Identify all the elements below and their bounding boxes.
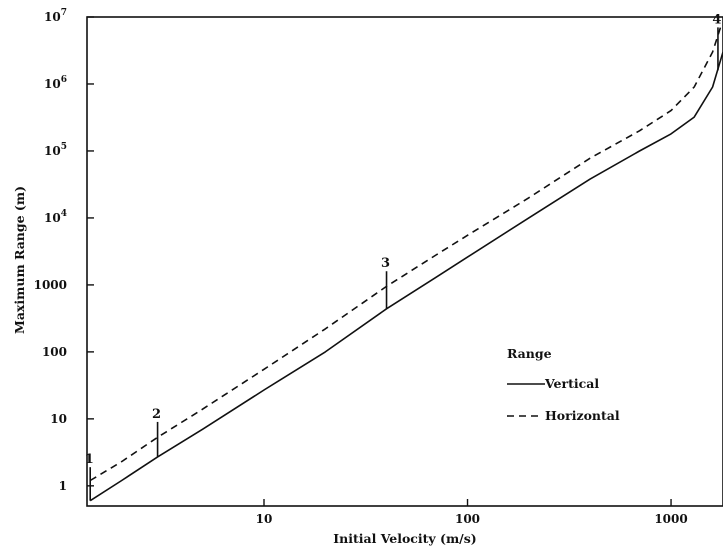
marker-layer: 1 2 3 4: [85, 12, 721, 501]
x-tick-label: 10: [256, 512, 273, 526]
y-tick-label: 1000: [34, 278, 67, 292]
y-tick-label: 10: [50, 412, 67, 426]
y-axis-title: Maximum Range (m): [12, 186, 27, 334]
x-axis-title: Initial Velocity (m/s): [333, 531, 476, 546]
legend-title: Range: [507, 346, 552, 361]
marker-2-label: 2: [152, 407, 161, 422]
series-layer: [89, 27, 723, 502]
series-line-vertical: [89, 51, 723, 502]
series-line-horizontal: [89, 27, 722, 482]
y-tick-label: 105: [44, 142, 67, 158]
legend: Range Vertical Horizontal: [507, 346, 620, 423]
plot-frame: [86, 16, 723, 507]
y-tick-label: 106: [44, 75, 67, 91]
y-tick-label: 107: [44, 8, 67, 24]
x-tick-label: 100: [455, 512, 480, 526]
y-tick-label: 104: [44, 209, 67, 225]
x-axis-ticks: 10 100 1000: [256, 499, 688, 526]
x-tick-label: 1000: [654, 512, 687, 526]
marker-1-label: 1: [85, 452, 94, 467]
y-tick-label: 1: [59, 479, 67, 493]
marker-4-label: 4: [712, 12, 721, 27]
y-tick-label: 100: [42, 345, 67, 359]
marker-3-label: 3: [381, 256, 390, 271]
legend-label-vertical: Vertical: [544, 376, 599, 391]
legend-label-horizontal: Horizontal: [545, 408, 620, 423]
y-axis-ticks: 1 10 100 1000 104 105 106 107: [34, 8, 94, 493]
